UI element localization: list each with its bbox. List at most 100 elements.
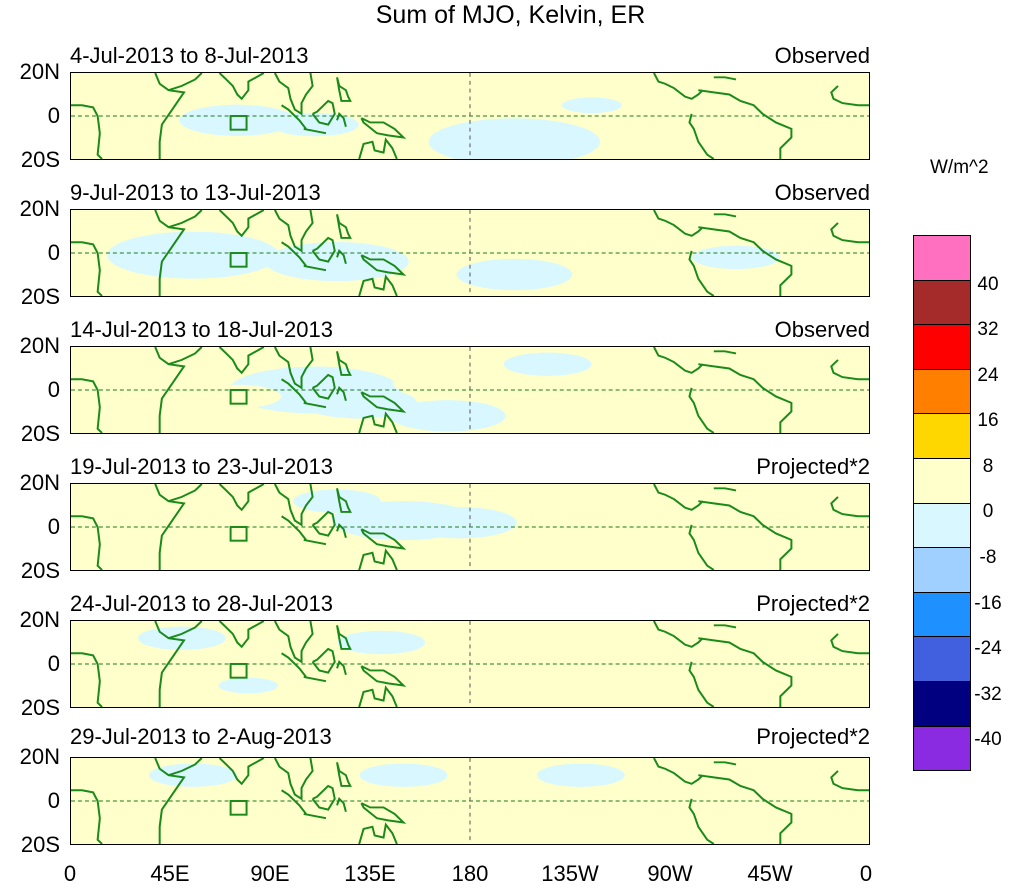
colorbar-swatch bbox=[913, 680, 971, 727]
coastline bbox=[168, 73, 203, 92]
coastline bbox=[71, 652, 103, 707]
coastline bbox=[303, 127, 327, 135]
coastline bbox=[218, 73, 265, 101]
coastline bbox=[303, 812, 327, 820]
coastline bbox=[281, 515, 307, 541]
coastline bbox=[311, 99, 336, 126]
coastline bbox=[274, 347, 314, 390]
anomaly-negative bbox=[218, 677, 279, 694]
coastline bbox=[653, 210, 704, 237]
coastline bbox=[281, 652, 307, 678]
anomaly-positive bbox=[282, 215, 370, 239]
coastline bbox=[311, 236, 336, 263]
lat-label-20n: 20N bbox=[19, 607, 60, 632]
colorbar-label: -8 bbox=[979, 547, 997, 568]
colorbar-label: 24 bbox=[977, 365, 999, 386]
coastline bbox=[713, 624, 737, 629]
lat-label-20n: 20N bbox=[19, 196, 60, 221]
coastline bbox=[154, 621, 186, 707]
coastline bbox=[311, 647, 336, 674]
coastline bbox=[336, 112, 347, 127]
coastline bbox=[311, 373, 336, 400]
lat-label-20s: 20S bbox=[20, 421, 60, 446]
coastline bbox=[360, 528, 407, 550]
lon-label: 0 bbox=[859, 861, 873, 886]
coastline bbox=[698, 637, 793, 707]
lat-label-20n: 20N bbox=[19, 744, 60, 769]
coastline bbox=[358, 274, 398, 296]
coastline bbox=[653, 621, 704, 648]
coastline bbox=[218, 758, 265, 786]
coastline bbox=[281, 789, 307, 815]
anomaly-positive bbox=[207, 818, 268, 835]
coastline bbox=[830, 359, 869, 381]
coastline bbox=[698, 226, 793, 296]
coastline bbox=[358, 137, 398, 159]
anomaly-negative bbox=[137, 626, 226, 650]
coastline bbox=[713, 350, 737, 355]
lat-label-20n: 20N bbox=[19, 59, 60, 84]
lon-label: 45W bbox=[747, 861, 793, 886]
colorbar-label: 40 bbox=[977, 274, 999, 295]
coastline bbox=[336, 386, 347, 401]
colorbar-label: -40 bbox=[974, 729, 1002, 750]
lat-label-eq: 0 bbox=[47, 514, 60, 539]
anomaly-negative bbox=[359, 763, 448, 787]
anomaly-positive bbox=[223, 528, 340, 560]
coastline bbox=[688, 661, 715, 707]
coastline bbox=[274, 758, 314, 801]
coastline bbox=[168, 621, 203, 640]
coastline bbox=[336, 351, 352, 376]
colorbar-swatch bbox=[913, 324, 971, 370]
coastline bbox=[653, 484, 704, 511]
lat-label-20s: 20S bbox=[20, 558, 60, 583]
colorbar-label: 0 bbox=[982, 501, 994, 522]
map-panel-2 bbox=[70, 209, 870, 297]
anomaly-positive bbox=[706, 664, 766, 681]
panel-1-date-range: 4-Jul-2013 to 8-Jul-2013 bbox=[70, 43, 309, 68]
coastline bbox=[281, 241, 307, 267]
panel-3-date-range: 14-Jul-2013 to 18-Jul-2013 bbox=[70, 317, 333, 342]
panel-5-status: Projected*2 bbox=[756, 591, 870, 616]
coastline bbox=[71, 241, 103, 296]
colorbar-swatch bbox=[913, 547, 971, 593]
lon-label: 180 bbox=[451, 861, 489, 886]
colorbar-label: -16 bbox=[974, 593, 1002, 614]
anomaly-positive bbox=[406, 810, 467, 827]
coastline bbox=[336, 249, 347, 264]
colorbar-swatch bbox=[913, 279, 971, 326]
coastline bbox=[303, 401, 327, 409]
anomaly-positive bbox=[694, 780, 755, 796]
region-box bbox=[229, 526, 248, 542]
lat-label-eq: 0 bbox=[47, 651, 60, 676]
coastline bbox=[830, 496, 869, 518]
coastline bbox=[336, 762, 352, 787]
lat-label-eq: 0 bbox=[47, 788, 60, 813]
coastline bbox=[311, 784, 336, 811]
anomaly-negative bbox=[428, 118, 601, 159]
lat-label-20n: 20N bbox=[19, 470, 60, 495]
panel-4-status: Projected*2 bbox=[756, 454, 870, 479]
coastline bbox=[688, 387, 715, 433]
anomaly-positive bbox=[445, 226, 562, 258]
colorbar-swatch bbox=[913, 636, 971, 682]
map-panel-4 bbox=[70, 483, 870, 571]
coastline bbox=[274, 621, 314, 664]
chart-title: Sum of MJO, Kelvin, ER bbox=[375, 1, 646, 29]
coastline bbox=[168, 210, 203, 229]
coastline bbox=[358, 685, 398, 707]
coastline bbox=[154, 210, 186, 296]
coastline bbox=[311, 510, 336, 537]
coastline bbox=[303, 538, 327, 546]
anomaly-positive bbox=[437, 682, 525, 706]
coastline bbox=[336, 77, 352, 102]
map-panel-1 bbox=[70, 72, 870, 160]
anomaly-positive bbox=[392, 371, 481, 396]
coastline bbox=[698, 363, 793, 433]
coastline bbox=[281, 104, 307, 130]
lat-label-20s: 20S bbox=[20, 284, 60, 309]
coastline bbox=[274, 484, 314, 527]
colorbar-label: 8 bbox=[982, 456, 994, 477]
lat-label-20s: 20S bbox=[20, 832, 60, 857]
panel-2-status: Observed bbox=[774, 180, 870, 205]
